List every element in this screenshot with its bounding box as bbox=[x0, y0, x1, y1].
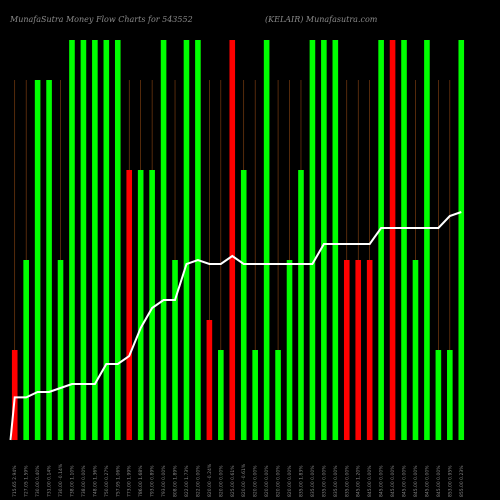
x-tick-label: 835.00 0.00% bbox=[344, 465, 350, 497]
volume-bar bbox=[183, 40, 190, 440]
volume-bar bbox=[114, 40, 121, 440]
x-tick-label: 808.00 1.89% bbox=[173, 465, 179, 497]
volume-bar bbox=[46, 80, 52, 440]
x-tick-label: 845.00 1.20% bbox=[356, 465, 362, 497]
x-tick-label: 820.00 0.00% bbox=[218, 465, 224, 497]
volume-bar bbox=[298, 170, 304, 440]
x-tick-label: 820.00 0.00% bbox=[287, 465, 293, 497]
volume-bar bbox=[137, 170, 144, 440]
x-tick-label: 835.00 0.00% bbox=[333, 465, 339, 497]
volume-bar bbox=[240, 170, 247, 440]
volume-bar bbox=[103, 40, 110, 440]
volume-bar bbox=[80, 40, 87, 440]
volume-bar bbox=[412, 260, 419, 440]
volume-bar bbox=[343, 260, 350, 440]
volume-bar bbox=[34, 80, 41, 440]
volume-bar bbox=[149, 170, 155, 440]
x-tick-label: 855.00 0.23% bbox=[459, 465, 465, 497]
x-tick-label: 822.00 1.73% bbox=[184, 465, 190, 497]
volume-bar bbox=[275, 350, 281, 440]
volume-bar bbox=[389, 40, 396, 440]
x-tick-label: 845.00 0.00% bbox=[436, 465, 442, 497]
x-tick-label: 845.00 0.00% bbox=[367, 465, 373, 497]
x-tick-label: 820.00 0.00% bbox=[264, 465, 270, 497]
volume-bar bbox=[286, 260, 293, 440]
x-tick-labels: 715.65 2.94% 727.05 1.59% 730.00 0.40% 731.… bbox=[12, 463, 465, 497]
x-tick-label: 820.00 0.00% bbox=[253, 465, 259, 497]
volume-bar bbox=[252, 350, 258, 440]
volume-bar bbox=[321, 40, 327, 440]
price-line bbox=[9, 211, 462, 441]
x-tick-label: 748.00 1.36% bbox=[92, 465, 98, 497]
volume-bar bbox=[172, 260, 178, 440]
x-tick-label: 793.00 0.00% bbox=[161, 465, 167, 497]
chart-title-right: (KELAIR) Munafasutra.com bbox=[265, 15, 378, 24]
x-tick-label: 835.00 1.83% bbox=[298, 465, 304, 497]
volume-bar bbox=[160, 40, 167, 440]
volume-bars bbox=[11, 40, 465, 440]
volume-bar bbox=[57, 260, 64, 440]
volume-bar bbox=[435, 350, 442, 440]
x-tick-label: 820.00 -0.61% bbox=[241, 463, 247, 497]
x-tick-label: 845.00 0.00% bbox=[379, 465, 385, 497]
x-tick-label: 825.00 0.61% bbox=[230, 465, 236, 497]
x-tick-label: 738.00 1.10% bbox=[69, 465, 75, 497]
volume-bar bbox=[309, 40, 316, 440]
volume-bar bbox=[206, 320, 213, 440]
x-tick-label: 835.00 0.00% bbox=[321, 465, 327, 497]
volume-bar bbox=[263, 40, 270, 440]
x-tick-label: 820.00 -0.24% bbox=[207, 463, 213, 497]
x-tick-label: 757.95 1.06% bbox=[115, 465, 121, 497]
x-tick-label: 715.65 2.94% bbox=[12, 465, 18, 497]
x-tick-label: 853.00 0.95% bbox=[447, 465, 453, 497]
x-tick-label: 786.00 1.68% bbox=[138, 465, 144, 497]
x-tick-label: 738.00 0.00% bbox=[81, 465, 87, 497]
volume-bar bbox=[23, 260, 29, 440]
chart-title-left: MunafaSutra Money Flow Charts for 543552 bbox=[9, 15, 193, 24]
x-tick-label: 730.00 0.40% bbox=[35, 465, 41, 497]
volume-bar bbox=[366, 260, 373, 440]
volume-bar bbox=[332, 40, 339, 440]
volume-bar bbox=[126, 170, 133, 440]
x-tick-label: 845.00 0.00% bbox=[424, 465, 430, 497]
x-tick-label: 820.00 0.00% bbox=[276, 465, 282, 497]
volume-bar bbox=[424, 40, 430, 440]
volume-bar bbox=[355, 260, 362, 440]
x-tick-label: 845.00 0.00% bbox=[413, 465, 419, 497]
volume-bar bbox=[378, 40, 384, 440]
x-tick-label: 845.00 0.00% bbox=[402, 465, 408, 497]
x-tick-label: 845.00 0.00% bbox=[390, 465, 396, 497]
volume-bar bbox=[447, 350, 453, 440]
x-tick-label: 731.00 0.14% bbox=[47, 465, 53, 497]
x-tick-label: 835.00 0.00% bbox=[310, 465, 316, 497]
volume-bar bbox=[229, 40, 236, 440]
volume-bar bbox=[218, 350, 224, 440]
x-tick-label: 773.00 1.99% bbox=[127, 465, 133, 497]
x-tick-label: 822.00 0.00% bbox=[195, 465, 201, 497]
volume-bar bbox=[69, 40, 75, 440]
x-tick-label: 727.05 1.59% bbox=[24, 465, 30, 497]
volume-bar bbox=[92, 40, 98, 440]
volume-bar bbox=[458, 40, 465, 440]
x-tick-label: 730.00 -0.14% bbox=[58, 463, 64, 497]
volume-bar bbox=[401, 40, 407, 440]
volume-bar bbox=[195, 40, 201, 440]
x-tick-label: 793.00 0.89% bbox=[150, 465, 156, 497]
volume-bar bbox=[11, 350, 18, 440]
x-tick-label: 750.00 0.27% bbox=[104, 465, 110, 497]
